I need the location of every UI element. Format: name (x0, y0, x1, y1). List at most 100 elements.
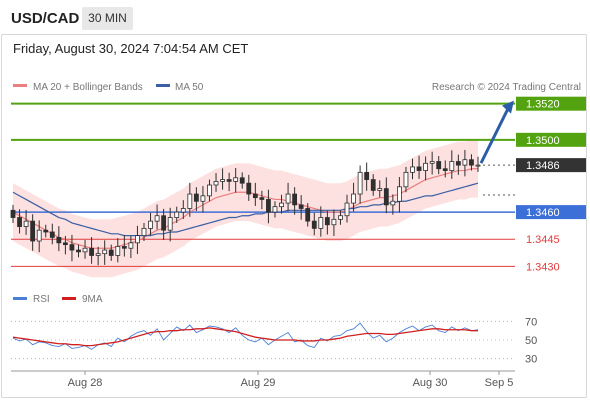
candle-body (469, 159, 474, 166)
projection-arrowhead (502, 100, 514, 114)
symbol-title: USD/CAD (11, 10, 80, 27)
candle-body (324, 217, 330, 226)
level-label-1.3445: 1.3445 (526, 234, 560, 246)
level-label-1.3520: 1.3520 (526, 99, 560, 111)
candle-body (89, 247, 94, 256)
candle-body (187, 193, 193, 209)
rsi-tick-70: 70 (525, 316, 537, 328)
candle-body (49, 231, 55, 238)
rsi-tick-50: 50 (525, 335, 537, 347)
price-legend: MA 20 + Bollinger Bands MA 50 Research ©… (13, 82, 581, 93)
candle-body (442, 168, 448, 171)
candle-body (397, 186, 402, 202)
candle-body (259, 197, 265, 200)
level-label-1.3460: 1.3460 (526, 207, 560, 219)
candle-body (30, 220, 36, 242)
candle-body (102, 249, 108, 255)
candle-body (69, 244, 75, 251)
rsi-legend: RSI 9MA (13, 294, 103, 305)
candle-body (305, 208, 311, 222)
candle-body (233, 177, 239, 182)
candle-body (17, 217, 22, 227)
candle-body (279, 202, 284, 208)
candle-body (23, 220, 29, 227)
rsi-series-9ma (12, 327, 478, 347)
x-tick-label: Aug 29 (241, 377, 276, 389)
candle-body (383, 188, 389, 206)
candle-body (95, 253, 101, 256)
candle-body (220, 179, 225, 182)
candle-body (62, 242, 68, 246)
candle-body (148, 220, 153, 229)
candle-body (364, 171, 370, 180)
candle-body (154, 215, 160, 222)
candle-body (10, 209, 16, 218)
candle-body (128, 242, 134, 249)
timeframe-button[interactable]: 30 MIN (82, 7, 133, 30)
candle-body (193, 193, 199, 202)
ma20-legend-swatch (13, 84, 27, 87)
candle-body (285, 193, 291, 204)
ma50-legend-label: MA 50 (175, 82, 204, 93)
candle-body (226, 179, 232, 182)
candle-body (423, 162, 429, 171)
candle-body (338, 215, 343, 220)
rsi-series-rsi (12, 322, 479, 350)
rsi-legend-swatch (13, 297, 27, 300)
candle-body (207, 184, 212, 197)
candle-body (272, 206, 278, 213)
candle-body (357, 171, 363, 195)
candle-body (266, 199, 271, 213)
candle-body (318, 217, 324, 229)
level-tag-1.3520 (516, 96, 586, 111)
level-label-1.3430: 1.3430 (526, 261, 560, 273)
candle-body (56, 237, 62, 244)
candle-body (416, 166, 422, 171)
candle-body (377, 188, 383, 191)
candle-body (246, 182, 252, 195)
candle-body (76, 249, 81, 253)
ma9-legend-label: 9MA (82, 294, 103, 305)
research-credit: Research © 2024 Trading Central (432, 82, 581, 93)
candle-body (141, 227, 147, 236)
chart-header: USD/CAD 30 MIN (0, 0, 590, 36)
candle-body (252, 193, 258, 199)
projection-arrow (479, 108, 510, 164)
ma20-legend-label: MA 20 + Bollinger Bands (33, 82, 143, 93)
candle-body (82, 247, 88, 253)
candle-body (475, 164, 481, 167)
candle-body (213, 180, 219, 186)
candle-body (180, 208, 186, 213)
candle-body (161, 215, 167, 231)
candle-body (449, 161, 455, 171)
candle-body (298, 204, 304, 209)
candle-body (167, 217, 173, 231)
level-label-1.3500: 1.3500 (526, 135, 560, 147)
candle-body (410, 166, 415, 173)
candle-body (239, 177, 245, 184)
candle-body (115, 246, 121, 256)
candle-body (344, 202, 350, 217)
candle-body (455, 161, 461, 166)
candle-body (390, 200, 396, 206)
candle-body (436, 161, 442, 170)
candle-body (36, 229, 42, 242)
bollinger-band (13, 139, 478, 278)
ma50-legend-swatch (156, 84, 170, 87)
candle-body (108, 249, 114, 256)
x-tick-label: Aug 28 (68, 377, 103, 389)
level-tag-1.3486 (516, 158, 586, 173)
level-tag-1.3460 (516, 205, 586, 220)
x-tick-label: Sep 5 (485, 377, 514, 389)
candle-body (370, 179, 376, 191)
candle-body (292, 193, 298, 206)
ma9-legend-swatch (62, 297, 76, 300)
rsi-legend-label: RSI (33, 294, 50, 305)
candle-body (43, 229, 49, 233)
candle-body (200, 195, 206, 202)
candle-body (403, 171, 409, 188)
level-tag-1.3500 (516, 132, 586, 147)
chart-frame (1, 34, 587, 398)
x-tick-label: Aug 30 (413, 377, 448, 389)
